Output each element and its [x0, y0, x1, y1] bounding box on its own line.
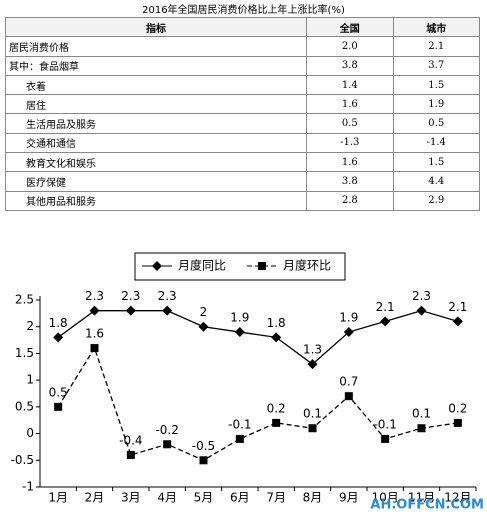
y-tick-label: -0.5 [11, 453, 34, 467]
legend-label: 月度环比 [283, 258, 331, 273]
y-tick-label: 2 [26, 319, 34, 333]
point [452, 316, 463, 327]
data-table: 指标 全国 城市 居民消费价格 2.0 2.1 其中：食品烟草 3.8 3.7 衣着 1.4 1.5 居… [4, 16, 481, 211]
data-label: -0.4 [119, 433, 142, 447]
header-row: 指标 全国 城市 [4, 16, 481, 38]
y-tick-label: 1.5 [15, 346, 34, 360]
x-tick-label: 11月 [408, 491, 435, 505]
data-label: 0.1 [412, 407, 431, 421]
point [258, 262, 266, 270]
data-label: 1.9 [339, 311, 358, 325]
point [271, 332, 282, 343]
header-cell: 全国 [306, 16, 394, 38]
x-tick-label: 5月 [194, 491, 214, 505]
data-label: 2.1 [448, 300, 467, 314]
y-tick-label: 0.5 [15, 399, 34, 413]
x-tick-label: 7月 [266, 491, 286, 505]
x-tick-label: 12月 [444, 491, 471, 505]
point [417, 424, 426, 433]
data-label: 1.9 [230, 311, 249, 325]
point [90, 344, 99, 353]
point [272, 418, 281, 427]
table-row: 医疗保健 3.8 4.4 [4, 171, 481, 192]
point [307, 359, 318, 370]
header-cell: 指标 [4, 16, 308, 38]
point [125, 305, 136, 316]
x-tick-label: 1月 [48, 491, 68, 505]
data-label: 2 [200, 305, 208, 319]
data-label: 0.5 [49, 385, 68, 399]
data-label: 2.3 [121, 289, 140, 303]
x-tick-label: 3月 [121, 491, 141, 505]
point [152, 261, 162, 271]
point [235, 434, 244, 443]
x-tick-label: 9月 [339, 491, 359, 505]
point [343, 327, 354, 338]
table-title: 2016年全国居民消费价格比上年上涨比率(%) [142, 5, 345, 16]
data-label: 0.2 [267, 401, 286, 415]
y-tick-label: -1 [22, 480, 34, 494]
table-row: 其他用品和服务 2.8 2.9 [4, 190, 481, 211]
point [344, 392, 353, 401]
data-label: 0.7 [339, 375, 358, 389]
data-label: -0.2 [155, 423, 178, 437]
data-label: 2.3 [412, 289, 431, 303]
data-label: 2.3 [85, 289, 104, 303]
data-label: 1.3 [303, 343, 322, 357]
table-row: 居住 1.6 1.9 [4, 94, 481, 115]
x-tick-label: 2月 [85, 491, 105, 505]
data-label: -0.1 [228, 417, 251, 431]
point [453, 418, 462, 427]
x-tick-label: 10月 [372, 491, 399, 505]
data-label: 2.3 [158, 289, 177, 303]
y-tick-label: 2.5 [15, 293, 34, 307]
point [126, 450, 135, 459]
point [380, 316, 391, 327]
table-cell: 2.9 [392, 190, 481, 211]
data-label: -0.1 [373, 417, 396, 431]
watermark: AH.OFFCN.COM [370, 498, 484, 513]
point [381, 434, 390, 443]
legend-box [134, 252, 346, 281]
x-tick-label: 8月 [303, 491, 323, 505]
point [53, 332, 64, 343]
data-label: 1.6 [85, 327, 104, 341]
x-tick-label: 6月 [230, 491, 250, 505]
series-line [57, 346, 458, 462]
point [308, 424, 317, 433]
data-label: 1.8 [49, 316, 68, 330]
table-row: 衣着 1.4 1.5 [4, 74, 481, 96]
legend-label: 月度同比 [178, 258, 226, 273]
data-label: 0.2 [448, 401, 467, 415]
x-tick-label: 4月 [157, 491, 177, 505]
point [416, 305, 427, 316]
data-label: 1.8 [267, 316, 286, 330]
data-label: 0.1 [303, 407, 322, 421]
y-tick-label: 0 [26, 426, 34, 440]
point [198, 321, 209, 332]
series-line [57, 310, 459, 365]
point [163, 440, 172, 449]
point [89, 305, 100, 316]
y-tick-label: 1 [26, 373, 34, 387]
point [234, 327, 245, 338]
table-row: 教育文化和娱乐 1.6 1.5 [4, 152, 481, 173]
point [54, 402, 63, 411]
point [199, 456, 208, 465]
point [162, 305, 173, 316]
data-label: 2.1 [376, 300, 395, 314]
data-label: -0.5 [192, 439, 215, 453]
